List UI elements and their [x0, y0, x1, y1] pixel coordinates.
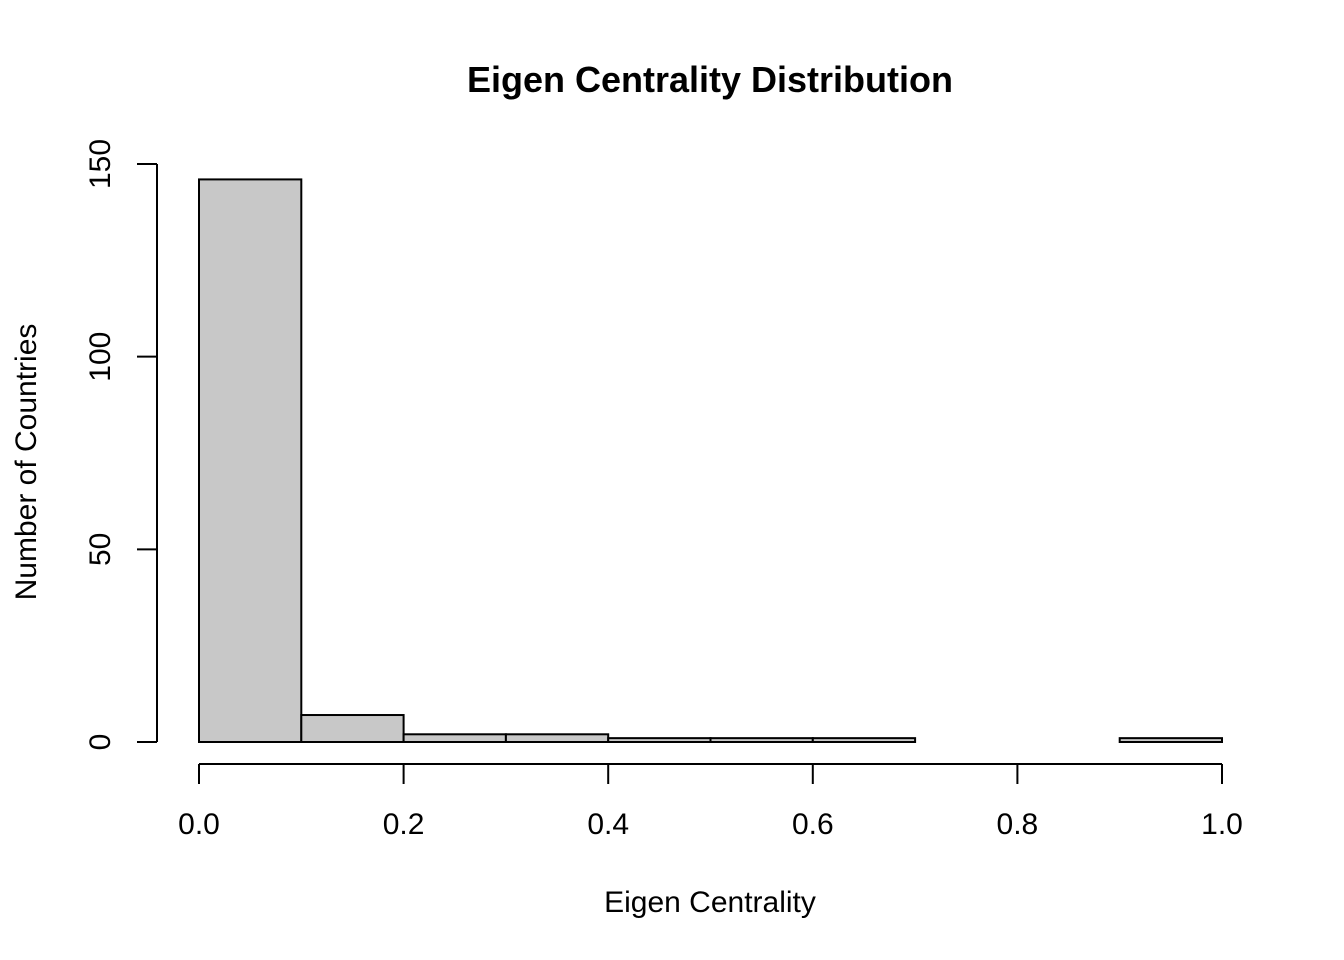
x-tick-label: 0.2	[383, 808, 425, 841]
histogram-bar-6	[811, 737, 917, 744]
histogram-bar-1	[300, 714, 405, 744]
y-tick-label: 0	[84, 734, 117, 751]
x-tick-label: 0.6	[792, 808, 834, 841]
histogram-bar-9	[1118, 737, 1223, 744]
x-axis: 0.0 0.2 0.4 0.6 0.8 1.0	[178, 763, 1243, 841]
y-tick-label: 50	[84, 533, 117, 566]
chart-title: Eigen Centrality Distribution	[467, 59, 953, 100]
x-axis-label: Eigen Centrality	[604, 886, 816, 919]
y-tick-label: 150	[84, 139, 117, 189]
histogram-bar-2	[402, 733, 507, 744]
x-tick-label: 0.4	[587, 808, 629, 841]
histogram-bar-0	[198, 178, 303, 743]
x-tick-label: 0.8	[997, 808, 1039, 841]
histogram-bar-4	[607, 737, 712, 744]
x-tick-label: 0.0	[178, 808, 220, 841]
y-axis-label: Number of Countries	[10, 324, 43, 601]
y-tick-label: 100	[84, 332, 117, 382]
histogram-bar-5	[709, 737, 814, 744]
y-axis: 0 50 100 150	[84, 139, 158, 751]
histogram-bar-3	[504, 733, 610, 744]
bars-group	[198, 178, 1223, 744]
x-tick-label: 1.0	[1201, 808, 1243, 841]
